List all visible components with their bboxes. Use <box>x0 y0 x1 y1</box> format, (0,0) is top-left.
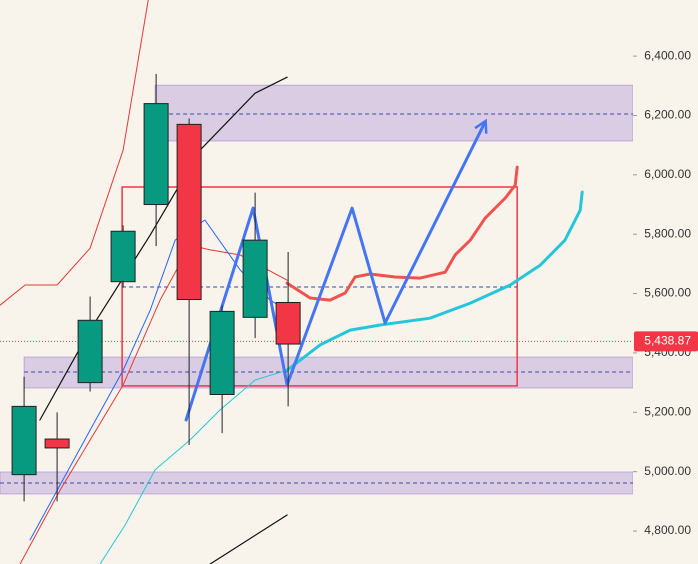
candle-body <box>209 310 235 396</box>
indicator-line <box>209 514 288 564</box>
candle-body <box>176 123 202 301</box>
candle-body <box>77 319 103 384</box>
range-box <box>121 186 518 387</box>
last-price-box <box>634 331 698 352</box>
indicator-line <box>19 244 288 564</box>
y-tick-label: 6,400.00 <box>644 48 691 62</box>
y-tick-label: 6,000.00 <box>644 167 691 181</box>
indicator-line <box>99 369 288 564</box>
candle-body <box>242 239 268 318</box>
candle-body <box>110 230 136 283</box>
y-tick-label: 4,800.00 <box>644 523 691 537</box>
indicator-line <box>184 122 485 422</box>
candle-body <box>275 301 301 345</box>
indicator-line <box>0 0 149 306</box>
price-axis: 6,400.00 6,200.00 6,000.00 5,800.00 5,600.00… <box>633 48 698 537</box>
y-tick-label: 5,800.00 <box>644 226 691 240</box>
y-tick-label: 5,000.00 <box>644 464 691 478</box>
y-tick-label: 6,200.00 <box>644 108 691 122</box>
candle-body <box>143 103 169 206</box>
last-price-label: 5,438.87 <box>644 334 691 348</box>
plot-area <box>0 0 633 564</box>
y-tick-label: 5,600.00 <box>644 286 691 300</box>
zone <box>23 356 633 389</box>
indicator-line <box>285 165 519 302</box>
y-tick-label: 5,200.00 <box>644 404 691 418</box>
zone <box>154 84 633 142</box>
candle-body <box>11 405 37 476</box>
candle-body <box>44 438 70 449</box>
indicator-line <box>285 190 584 372</box>
